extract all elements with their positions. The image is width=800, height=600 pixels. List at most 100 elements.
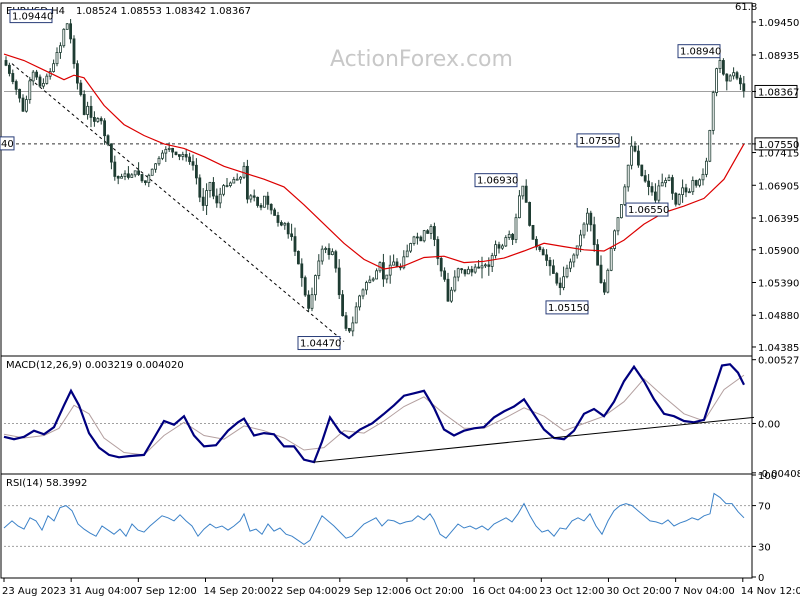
candle-body xyxy=(535,238,538,248)
candle-body xyxy=(507,233,511,238)
candle-body xyxy=(133,170,137,176)
price-label-box xyxy=(9,9,53,24)
candle-body xyxy=(654,191,657,201)
candle-body xyxy=(429,226,433,234)
candle-body xyxy=(497,244,501,249)
candle-body xyxy=(545,254,548,261)
candle-body xyxy=(460,268,464,271)
candle-body xyxy=(586,212,589,225)
candle-body xyxy=(626,164,630,188)
price-label: 1.05150 xyxy=(548,303,589,314)
candle-body xyxy=(640,164,644,177)
time-tick-label: 31 Aug 04:00 xyxy=(69,586,136,597)
candle-body xyxy=(334,251,338,269)
rsi-tick-label: 100 xyxy=(758,471,777,482)
candle-body xyxy=(630,145,633,166)
candle-body xyxy=(28,80,32,101)
candle-body xyxy=(606,269,610,293)
price-tick-label: 1.08367 xyxy=(758,87,799,98)
candle-body xyxy=(565,267,569,278)
candle-body xyxy=(347,327,351,332)
candle-body xyxy=(596,244,599,266)
candle-body xyxy=(11,73,15,82)
candle-body xyxy=(245,165,249,200)
candle-body xyxy=(344,315,348,329)
price-candles xyxy=(4,18,746,337)
candle-body xyxy=(494,244,498,256)
candle-body xyxy=(99,118,103,122)
candle-body xyxy=(52,63,55,72)
candle-body xyxy=(79,82,83,95)
time-tick-label: 14 Nov 12:00 xyxy=(741,586,800,597)
candle-body xyxy=(412,236,416,244)
price-label: 1.06550 xyxy=(628,205,669,216)
left-cut-label: 40 xyxy=(1,139,14,150)
candle-body xyxy=(504,237,508,247)
rsi-y-axis: 100 70 30 0 xyxy=(752,471,777,584)
macd-line xyxy=(3,363,745,464)
candle-body xyxy=(232,178,236,184)
candle-body xyxy=(711,92,715,131)
candle-body xyxy=(637,150,640,166)
time-tick-label: 14 Sep 20:00 xyxy=(203,586,270,597)
candle-body xyxy=(613,230,616,249)
candle-body xyxy=(405,250,409,258)
candle-body xyxy=(215,195,219,204)
candle-body xyxy=(317,260,321,276)
candle-body xyxy=(82,94,86,115)
candle-body xyxy=(120,176,123,179)
candle-body xyxy=(55,52,59,65)
candle-body xyxy=(279,222,283,226)
candle-body xyxy=(657,185,661,201)
candle-body xyxy=(293,236,297,252)
candle-body xyxy=(283,223,287,226)
candle-body xyxy=(388,264,392,276)
time-tick-label: 23 Oct 12:00 xyxy=(539,586,604,597)
candle-body xyxy=(518,195,521,219)
macd-title: MACD(12,26,9) 0.003219 0.004020 xyxy=(6,360,184,371)
candle-body xyxy=(558,282,562,289)
candle-body xyxy=(432,226,436,240)
candle-body xyxy=(276,215,280,223)
price-tick-label: 1.07415 xyxy=(758,149,799,160)
candle-body xyxy=(310,294,314,309)
price-label-box xyxy=(677,44,721,59)
candle-body xyxy=(674,192,678,205)
candle-body xyxy=(42,83,45,87)
candle-body xyxy=(269,203,273,211)
price-tick-label: 1.05900 xyxy=(758,246,799,257)
candle-body xyxy=(688,191,691,194)
candle-body xyxy=(31,71,35,82)
candle-body xyxy=(184,154,188,158)
candle-body xyxy=(157,157,161,165)
candle-body xyxy=(660,182,664,187)
candle-body xyxy=(694,180,698,186)
downtrend-line xyxy=(11,63,345,342)
candle-body xyxy=(86,105,89,115)
candle-body xyxy=(466,268,470,275)
candle-body xyxy=(320,248,324,262)
left-cut-label-box xyxy=(0,136,15,151)
candle-body xyxy=(538,246,542,251)
candle-body xyxy=(252,195,256,198)
candle-body xyxy=(715,68,718,93)
candle-body xyxy=(521,185,525,197)
time-tick-label: 29 Sep 12:00 xyxy=(338,586,405,597)
candle-body xyxy=(103,120,106,137)
candle-body xyxy=(541,249,545,256)
time-tick-label: 7 Sep 12:00 xyxy=(136,586,196,597)
candle-body xyxy=(728,75,732,82)
candle-body xyxy=(620,204,623,219)
candle-body xyxy=(290,233,294,238)
candle-body xyxy=(303,277,307,296)
price-tick-label: 1.04385 xyxy=(758,343,799,354)
candle-body xyxy=(375,270,379,280)
candle-body xyxy=(116,175,120,179)
candle-body xyxy=(266,195,270,205)
candle-body xyxy=(500,245,504,249)
price-label-box xyxy=(545,300,589,315)
candle-body xyxy=(127,173,130,178)
candle-body xyxy=(307,294,311,309)
candle-body xyxy=(487,264,491,267)
